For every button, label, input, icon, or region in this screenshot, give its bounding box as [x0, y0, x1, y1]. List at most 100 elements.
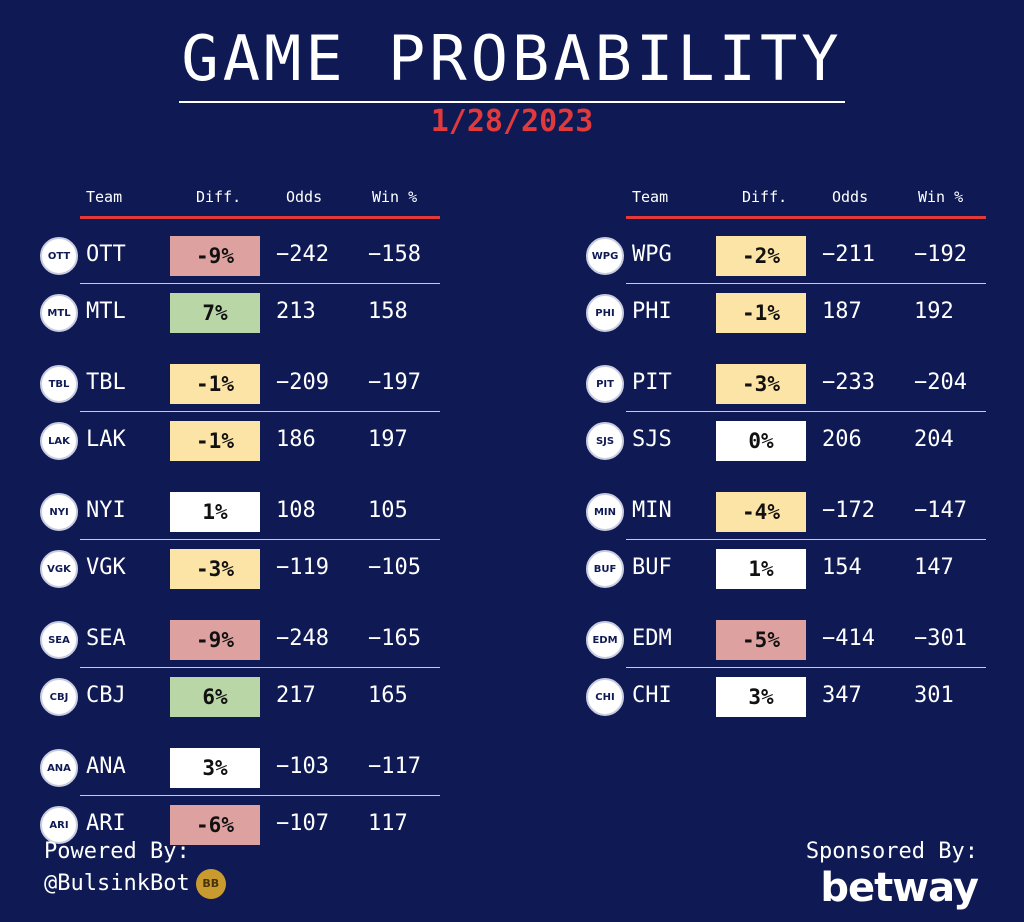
left-games-list: OTT OTT -9% −242 −158 MTL MTL 7% 213 158 TBL TBL -1%… [40, 229, 440, 861]
team-row: OTT OTT -9% −242 −158 [40, 229, 440, 285]
team-abbr: VGK [86, 555, 126, 580]
anaheim-ducks-logo-icon: ANA [40, 749, 78, 787]
team-row: MIN MIN -4% −172 −147 [586, 485, 986, 541]
odds-value: −172 [822, 498, 875, 523]
team-row: LAK LAK -1% 186 197 [40, 414, 440, 470]
team-row: ANA ANA 3% −103 −117 [40, 741, 440, 797]
team-row: MTL MTL 7% 213 158 [40, 286, 440, 342]
matchup-divider [80, 411, 440, 412]
odds-value: −107 [276, 811, 329, 836]
header-team: Team [632, 188, 669, 206]
team-abbr: SEA [86, 626, 126, 651]
odds-value: −414 [822, 626, 875, 651]
odds-value: 213 [276, 299, 316, 324]
diff-badge: -1% [170, 421, 260, 461]
game-matchup: WPG WPG -2% −211 −192 PHI PHI -1% 187 192 [586, 229, 986, 349]
san-jose-sharks-logo-icon: SJS [586, 422, 624, 460]
odds-value: −242 [276, 242, 329, 267]
header-diff: Diff. [196, 188, 242, 206]
left-panel: Team Diff. Odds Win % OTT OTT -9% −242 −158 M… [40, 178, 440, 869]
header-win: Win % [372, 188, 418, 206]
powered-by-label: Powered By: [44, 839, 190, 864]
philadelphia-flyers-logo-icon: PHI [586, 294, 624, 332]
matchup-divider [80, 667, 440, 668]
matchup-divider [626, 411, 986, 412]
chicago-blackhawks-logo-icon: CHI [586, 678, 624, 716]
team-abbr: ARI [86, 811, 126, 836]
win-value: −158 [368, 242, 421, 267]
win-value: −117 [368, 754, 421, 779]
matchup-divider [80, 539, 440, 540]
header-odds: Odds [286, 188, 323, 206]
win-value: −147 [914, 498, 967, 523]
minnesota-wild-logo-icon: MIN [586, 493, 624, 531]
odds-value: −119 [276, 555, 329, 580]
seattle-kraken-logo-icon: SEA [40, 621, 78, 659]
team-abbr: ANA [86, 754, 126, 779]
team-row: ARI ARI -6% −107 117 [40, 798, 440, 854]
diff-badge: -6% [170, 805, 260, 845]
win-value: 147 [914, 555, 954, 580]
team-row: CBJ CBJ 6% 217 165 [40, 670, 440, 726]
game-matchup: NYI NYI 1% 108 105 VGK VGK -3% −119 −105 [40, 485, 440, 605]
powered-by-block: Powered By: @BulsinkBot BB [44, 836, 226, 900]
matchup-divider [626, 539, 986, 540]
montreal-canadiens-logo-icon: MTL [40, 294, 78, 332]
win-value: 158 [368, 299, 408, 324]
team-row: BUF BUF 1% 154 147 [586, 542, 986, 598]
diff-badge: -9% [170, 620, 260, 660]
sponsor-logo: betway [820, 865, 979, 911]
win-value: −197 [368, 370, 421, 395]
team-row: TBL TBL -1% −209 −197 [40, 357, 440, 413]
diff-badge: -2% [716, 236, 806, 276]
diff-badge: -5% [716, 620, 806, 660]
team-abbr: OTT [86, 242, 126, 267]
ny-islanders-logo-icon: NYI [40, 493, 78, 531]
bulsink-bot-logo-icon: BB [195, 869, 226, 899]
win-value: 105 [368, 498, 408, 523]
sponsored-by-label: Sponsored By: [805, 839, 978, 864]
game-matchup: PIT PIT -3% −233 −204 SJS SJS 0% 206 204 [586, 357, 986, 477]
odds-value: 154 [822, 555, 862, 580]
arizona-coyotes-logo-icon: ARI [40, 806, 78, 844]
team-abbr: CHI [632, 683, 672, 708]
buffalo-sabres-logo-icon: BUF [586, 550, 624, 588]
team-row: CHI CHI 3% 347 301 [586, 670, 986, 726]
win-value: 301 [914, 683, 954, 708]
game-matchup: OTT OTT -9% −242 −158 MTL MTL 7% 213 158 [40, 229, 440, 349]
odds-value: −103 [276, 754, 329, 779]
team-row: NYI NYI 1% 108 105 [40, 485, 440, 541]
odds-value: 347 [822, 683, 862, 708]
odds-value: −233 [822, 370, 875, 395]
odds-value: 206 [822, 427, 862, 452]
pittsburgh-penguins-logo-icon: PIT [586, 365, 624, 403]
odds-value: 187 [822, 299, 862, 324]
matchup-divider [80, 283, 440, 284]
ottawa-senators-logo-icon: OTT [40, 237, 78, 275]
team-abbr: NYI [86, 498, 126, 523]
win-value: −192 [914, 242, 967, 267]
odds-value: 186 [276, 427, 316, 452]
odds-value: 108 [276, 498, 316, 523]
team-abbr: SJS [632, 427, 672, 452]
team-abbr: TBL [86, 370, 126, 395]
win-value: −204 [914, 370, 967, 395]
diff-badge: -1% [716, 293, 806, 333]
diff-badge: 1% [716, 549, 806, 589]
team-row: SJS SJS 0% 206 204 [586, 414, 986, 470]
matchup-divider [626, 667, 986, 668]
header-diff: Diff. [742, 188, 788, 206]
team-abbr: BUF [632, 555, 672, 580]
left-header: Team Diff. Odds Win % [80, 178, 440, 219]
win-value: 197 [368, 427, 408, 452]
edmonton-oilers-logo-icon: EDM [586, 621, 624, 659]
diff-badge: 0% [716, 421, 806, 461]
right-games-list: WPG WPG -2% −211 −192 PHI PHI -1% 187 192 PIT PIT -3… [586, 229, 986, 733]
page-title: GAME PROBABILITY [0, 22, 1024, 103]
diff-badge: 7% [170, 293, 260, 333]
matchup-divider [80, 795, 440, 796]
team-abbr: PIT [632, 370, 672, 395]
team-row: VGK VGK -3% −119 −105 [40, 542, 440, 598]
win-value: −105 [368, 555, 421, 580]
team-abbr: CBJ [86, 683, 126, 708]
